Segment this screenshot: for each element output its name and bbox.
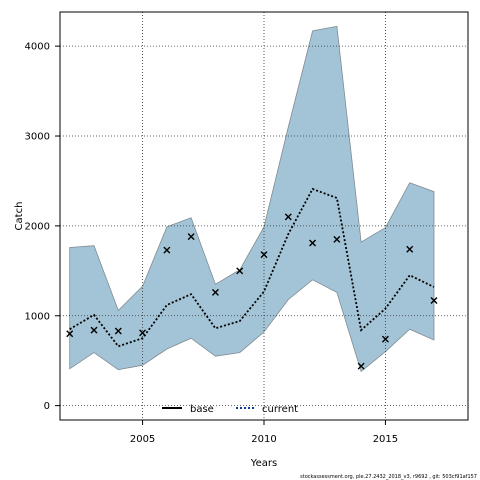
y-tick-label: 3000 bbox=[25, 132, 50, 143]
observation-point bbox=[114, 327, 122, 335]
confidence-band-layer bbox=[69, 25, 435, 373]
y-tick-label: 1000 bbox=[25, 311, 50, 322]
x-tick-label: 2005 bbox=[130, 434, 155, 445]
y-axis-title: Catch bbox=[14, 202, 25, 231]
observation-point bbox=[187, 233, 195, 241]
observation-point bbox=[430, 296, 438, 304]
x-axis: 2005 2010 2015 bbox=[130, 420, 398, 445]
observation-point bbox=[381, 335, 389, 343]
observation-point bbox=[260, 251, 268, 259]
legend: base current bbox=[162, 404, 298, 415]
observation-point bbox=[406, 245, 414, 253]
observation-point bbox=[333, 235, 341, 243]
observation-point bbox=[139, 329, 147, 337]
observation-point bbox=[284, 213, 292, 221]
y-axis: 0 1000 2000 3000 4000 bbox=[25, 42, 60, 412]
grid-layer bbox=[60, 12, 468, 420]
x-axis-title: Years bbox=[250, 458, 277, 469]
y-tick-label: 2000 bbox=[25, 221, 50, 232]
observations-layer bbox=[66, 213, 438, 370]
footer-source: stockassessment.org, ple.27.2432_2018_v3… bbox=[300, 474, 477, 480]
x-tick-label: 2015 bbox=[373, 434, 398, 445]
observation-point bbox=[357, 362, 365, 370]
observation-point bbox=[236, 267, 244, 275]
line-layer bbox=[69, 187, 435, 348]
x-tick-label: 2010 bbox=[251, 434, 276, 445]
observation-point bbox=[90, 326, 98, 334]
observation-point bbox=[163, 246, 171, 254]
series-line-current bbox=[69, 187, 435, 348]
legend-current-label: current bbox=[262, 404, 298, 415]
observation-point bbox=[66, 330, 74, 338]
y-tick-label: 4000 bbox=[25, 42, 50, 53]
legend-base-label: base bbox=[190, 404, 214, 415]
confidence-band bbox=[69, 25, 435, 373]
observation-point bbox=[309, 239, 317, 247]
observation-point bbox=[211, 288, 219, 296]
y-tick-label: 0 bbox=[44, 401, 50, 412]
